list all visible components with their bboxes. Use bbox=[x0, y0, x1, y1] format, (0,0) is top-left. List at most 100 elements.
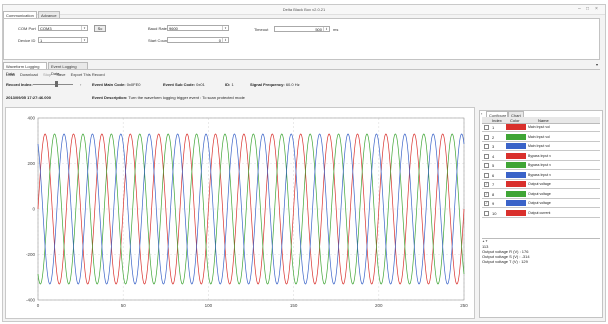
menu-export-record[interactable]: Export This Record bbox=[70, 72, 105, 77]
channel-row[interactable]: 2 Main Input vol bbox=[482, 133, 600, 142]
cursor-position: 113 bbox=[482, 244, 489, 249]
description-label: Event Description: bbox=[92, 95, 128, 100]
close-icon[interactable]: × bbox=[595, 6, 598, 12]
channel-color-swatch[interactable] bbox=[506, 181, 526, 187]
device-id-label: Device ID bbox=[18, 38, 36, 43]
readout-arrows-icon[interactable]: ▲▼ bbox=[482, 239, 488, 243]
channel-row[interactable]: 3 Main Input vol bbox=[482, 142, 600, 151]
tab-communication[interactable]: Communication bbox=[3, 11, 37, 18]
channel-row[interactable]: 6 Bypass Input v bbox=[482, 171, 600, 180]
channel-index: 2 bbox=[492, 134, 495, 140]
slider-thumb[interactable] bbox=[55, 81, 58, 87]
channel-checkbox[interactable]: ✓ bbox=[484, 191, 489, 197]
channel-row[interactable]: 10 Output current bbox=[482, 209, 600, 218]
com-port-value: COM3 bbox=[40, 26, 52, 31]
channel-color-swatch[interactable] bbox=[506, 209, 526, 216]
timeout-unit: ms bbox=[333, 27, 339, 32]
channel-checkbox[interactable] bbox=[484, 144, 489, 149]
channel-color-swatch[interactable] bbox=[506, 162, 526, 168]
record-timestamp: 2013/09/05 17:27:46.000 bbox=[6, 95, 51, 100]
device-id-select[interactable]: 1 ▾ bbox=[38, 37, 88, 43]
com-port-select[interactable]: COM3 ▾ bbox=[38, 25, 88, 31]
start-count-field[interactable]: 0 ⇕ bbox=[167, 37, 229, 43]
timeout-field[interactable]: 500 ⇕ bbox=[274, 26, 330, 32]
tab-waveform-logging[interactable]: Waveform Logging Data bbox=[3, 62, 47, 76]
x-tick-label: 250 bbox=[460, 303, 468, 308]
title-bar: Delta Black Box v2.0.21 – □ × bbox=[3, 5, 605, 15]
readout-line: Output voltage R (V) : 176 bbox=[482, 249, 529, 254]
channel-checkbox[interactable] bbox=[484, 163, 489, 168]
channel-row[interactable]: 4 Bypass Input v bbox=[482, 152, 600, 161]
record-id: ID: 1 bbox=[225, 82, 234, 87]
refresh-button[interactable]: Sc bbox=[94, 25, 106, 32]
header-color[interactable]: Color bbox=[510, 118, 520, 123]
channel-checkbox[interactable]: ✓ bbox=[484, 182, 489, 187]
baud-rate-select[interactable]: 9600 ▾ bbox=[167, 25, 229, 31]
x-tick-label: 100 bbox=[205, 303, 213, 308]
header-index[interactable]: Index bbox=[492, 118, 502, 123]
timeout-label: Timeout bbox=[254, 27, 269, 32]
channel-checkbox[interactable] bbox=[484, 210, 489, 216]
header-name[interactable]: Name bbox=[538, 118, 549, 123]
minimize-icon[interactable]: – bbox=[578, 6, 581, 12]
channel-index: 5 bbox=[492, 163, 495, 168]
menu-save[interactable]: Save bbox=[56, 72, 66, 77]
communication-panel: COM Port COM3 ▾ Sc Device ID 1 ▾ Baud Ra… bbox=[3, 18, 600, 60]
chevron-down-icon: ▾ bbox=[81, 26, 87, 30]
channel-row[interactable]: ✓ 8 Output voltage bbox=[482, 190, 600, 199]
tab-event-logging[interactable]: Event Logging Data bbox=[48, 62, 88, 76]
y-tick-label: 0 bbox=[32, 207, 35, 212]
tab-chart[interactable]: Chart bbox=[508, 111, 524, 118]
channel-color-swatch[interactable] bbox=[506, 171, 526, 178]
next-record-icon[interactable]: › bbox=[80, 82, 82, 87]
channel-row[interactable]: ✓ 9 Output voltage bbox=[482, 199, 600, 208]
channel-color-swatch[interactable] bbox=[506, 124, 526, 130]
menu-download[interactable]: Download bbox=[20, 72, 38, 77]
menu-stop[interactable]: Stop bbox=[42, 72, 52, 77]
channel-checkbox[interactable] bbox=[484, 172, 489, 178]
waveform-series-line bbox=[37, 133, 465, 285]
x-tick-label: 150 bbox=[290, 303, 298, 308]
value-readout: ▲▼ 113 Output voltage R (V) : 176 Output… bbox=[482, 238, 600, 317]
channel-name: Output voltage bbox=[528, 201, 551, 205]
channel-color-swatch[interactable] bbox=[506, 200, 526, 206]
channel-checkbox[interactable] bbox=[484, 153, 489, 159]
channel-name: Bypass Input v bbox=[528, 172, 551, 177]
channel-checkbox[interactable] bbox=[484, 125, 489, 130]
channel-row[interactable]: 5 Bypass Input v bbox=[482, 161, 600, 170]
channel-grid-header: Index Color Name bbox=[482, 117, 600, 124]
stepper-icon[interactable]: ⇕ bbox=[323, 27, 329, 31]
channel-checkbox[interactable]: ✓ bbox=[484, 201, 489, 206]
channel-row[interactable]: 1 Main Input vol bbox=[482, 123, 600, 132]
channel-index: 9 bbox=[492, 201, 495, 206]
tab-advance[interactable]: Advance bbox=[38, 11, 60, 18]
y-tick-label: 400 bbox=[27, 116, 35, 121]
channel-name: Main Input vol bbox=[528, 134, 550, 139]
channel-index: 8 bbox=[492, 191, 495, 197]
channel-checkbox[interactable] bbox=[484, 134, 489, 140]
channel-color-swatch[interactable] bbox=[506, 143, 526, 149]
channel-color-swatch[interactable] bbox=[506, 133, 526, 140]
stepper-icon[interactable]: ⇕ bbox=[222, 38, 228, 42]
channel-name: Bypass Input v bbox=[528, 163, 551, 167]
window-title: Delta Black Box v2.0.21 bbox=[282, 7, 326, 12]
record-index-slider[interactable] bbox=[33, 84, 73, 85]
tab-scroll-left-icon[interactable]: ‹ bbox=[481, 111, 483, 116]
pin-icon[interactable]: ▾ bbox=[596, 62, 599, 67]
channel-index: 4 bbox=[492, 153, 495, 159]
channel-name: Output voltage bbox=[528, 191, 551, 196]
tab-configure[interactable]: Configure bbox=[486, 111, 508, 118]
channel-index: 7 bbox=[492, 182, 495, 187]
channel-row[interactable]: ✓ 7 Output voltage bbox=[482, 180, 600, 189]
maximize-icon[interactable]: □ bbox=[586, 6, 590, 12]
id-value: 1 bbox=[231, 82, 234, 87]
channel-color-swatch[interactable] bbox=[506, 152, 526, 159]
channel-name: Main Input vol bbox=[528, 125, 550, 129]
channel-pane bbox=[479, 110, 603, 318]
channel-name: Main Input vol bbox=[528, 144, 550, 148]
waveform-series-line bbox=[37, 133, 465, 285]
menu-load[interactable]: Load bbox=[6, 72, 15, 77]
channel-color-swatch[interactable] bbox=[506, 190, 526, 197]
channel-name: Output voltage bbox=[528, 182, 551, 186]
